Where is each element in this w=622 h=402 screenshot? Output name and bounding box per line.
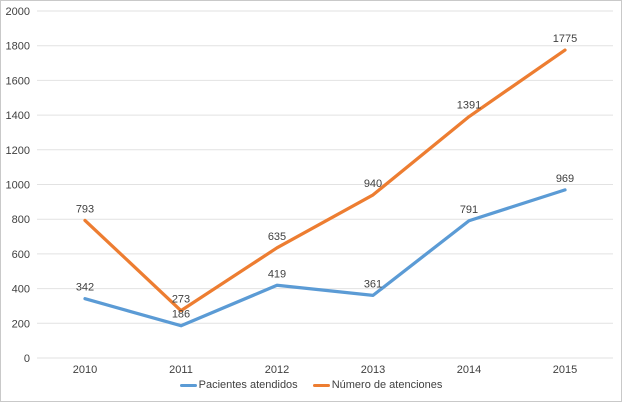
data-label: 419 <box>268 268 286 280</box>
legend-label-numero-de-atenciones: Número de atenciones <box>331 379 443 391</box>
series-line-0 <box>83 188 567 328</box>
data-label: 791 <box>460 204 478 216</box>
legend-label-pacientes-atendidos: Pacientes atendidos <box>198 379 298 391</box>
x-axis-tick-label: 2012 <box>265 364 289 376</box>
legend-item-numero-de-atenciones: Número de atenciones <box>312 379 443 391</box>
data-label: 186 <box>172 309 190 321</box>
data-label: 1391 <box>457 100 481 112</box>
y-axis-tick-label: 600 <box>12 249 30 261</box>
chart-legend: Pacientes atendidos Número de atenciones <box>1 380 621 391</box>
x-axis-tick-label: 2010 <box>73 364 97 376</box>
y-axis-tick-label: 1000 <box>6 180 30 192</box>
y-axis-tick-label: 0 <box>24 353 30 365</box>
legend-item-pacientes-atendidos: Pacientes atendidos <box>179 379 298 391</box>
y-axis-tick-label: 2000 <box>6 6 30 18</box>
x-axis-tick-label: 2011 <box>169 364 193 376</box>
data-label: 342 <box>76 282 94 294</box>
data-label: 793 <box>76 203 94 215</box>
data-label: 635 <box>268 231 286 243</box>
y-axis-tick-label: 1200 <box>6 145 30 157</box>
y-axis-tick-label: 1600 <box>6 75 30 87</box>
x-axis-tick-label: 2014 <box>457 364 481 376</box>
series-line-1 <box>83 48 567 313</box>
data-label: 940 <box>364 178 382 190</box>
data-label: 969 <box>556 173 574 185</box>
x-axis-tick-label: 2013 <box>361 364 385 376</box>
data-label: 361 <box>364 278 382 290</box>
y-axis-tick-label: 400 <box>12 284 30 296</box>
legend-line-swatch-blue <box>179 383 197 388</box>
data-label: 1775 <box>553 33 577 45</box>
y-axis-tick-label: 800 <box>12 214 30 226</box>
data-label: 273 <box>172 294 190 306</box>
legend-line-swatch-orange <box>312 383 330 388</box>
y-axis-tick-label: 1400 <box>6 110 30 122</box>
y-axis-tick-label: 1800 <box>6 41 30 53</box>
x-axis-tick-label: 2015 <box>553 364 577 376</box>
y-axis-tick-label: 200 <box>12 318 30 330</box>
